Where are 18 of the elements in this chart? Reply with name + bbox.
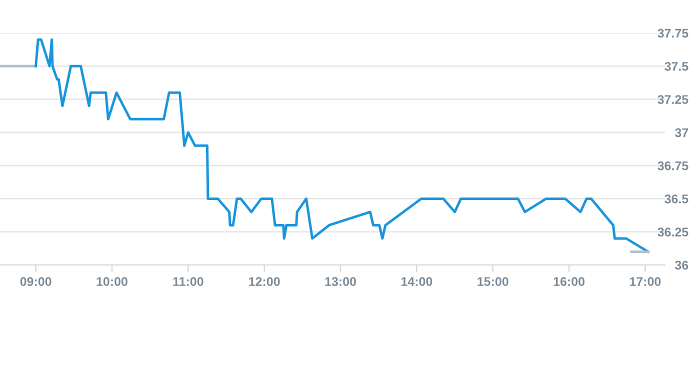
y-tick-label: 37.5 bbox=[664, 62, 688, 71]
y-tick-label: 37 bbox=[674, 128, 688, 138]
x-tick-label: 09:00 bbox=[20, 277, 52, 286]
line-series bbox=[34, 38, 650, 253]
x-tick-label: 15:00 bbox=[478, 277, 508, 286]
y-tick-label: 36.25 bbox=[658, 228, 688, 237]
x-tick-label: 17:00 bbox=[630, 277, 661, 286]
x-tick-label: 11:00 bbox=[173, 277, 204, 286]
x-tick-label: 13:00 bbox=[325, 277, 356, 286]
y-tick-label: 37.25 bbox=[658, 95, 688, 104]
y-tick-label: 36.5 bbox=[664, 194, 688, 204]
y-tick-label: 36.75 bbox=[658, 161, 688, 170]
x-tick-label: 14:00 bbox=[401, 277, 432, 286]
x-tick-label: 10:00 bbox=[96, 277, 128, 286]
x-tick-label: 16:00 bbox=[554, 277, 584, 286]
y-tick-label: 36 bbox=[674, 260, 688, 270]
y-tick-label: 37.75 bbox=[658, 28, 688, 38]
x-tick-label: 12:00 bbox=[249, 277, 280, 286]
